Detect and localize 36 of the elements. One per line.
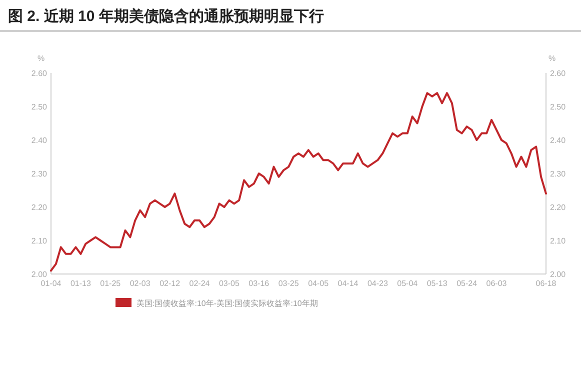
x-tick-label: 05-13 <box>426 279 448 288</box>
y-tick-label: 2.40 <box>31 136 48 145</box>
x-tick-label: 04-23 <box>367 279 388 288</box>
y-tick-label: 2.10 <box>31 236 48 246</box>
x-tick-label: 03-16 <box>248 279 270 288</box>
x-tick-label: 06-03 <box>486 279 508 288</box>
y-tick-label: 2.30 <box>31 170 48 178</box>
y-tick-label: 2.60 <box>31 69 48 78</box>
y2-tick-label: 2.30 <box>550 170 566 178</box>
x-tick-label: 01-13 <box>70 279 92 288</box>
x-tick-label: 02-24 <box>189 279 210 288</box>
x-tick-label: 02-03 <box>130 279 151 288</box>
y2-axis-title: % <box>548 54 556 63</box>
x-tick-label: 05-04 <box>397 279 418 288</box>
x-tick-label: 05-24 <box>456 279 478 288</box>
x-tick-label: 04-14 <box>338 279 359 288</box>
x-tick-label: 06-18 <box>536 279 557 288</box>
y-axis-title: % <box>37 54 45 63</box>
x-tick-label: 03-25 <box>278 279 300 288</box>
legend-label: 美国:国债收益率:10年-美国:国债实际收益率:10年期 <box>136 299 318 308</box>
x-tick-label: 01-04 <box>40 279 62 288</box>
y-tick-label: 2.20 <box>31 203 48 212</box>
y2-tick-label: 2.50 <box>550 102 566 112</box>
x-tick-label: 04-05 <box>308 279 330 288</box>
x-tick-label: 01-25 <box>100 279 122 288</box>
y-tick-label: 2.50 <box>31 102 48 112</box>
y2-tick-label: 2.00 <box>550 270 566 279</box>
chart-title: 图 2. 近期 10 年期美债隐含的通胀预期明显下行 <box>8 7 324 25</box>
y2-tick-label: 2.60 <box>550 69 566 78</box>
x-tick-label: 03-05 <box>218 279 240 288</box>
y2-tick-label: 2.40 <box>550 136 566 145</box>
line-series <box>50 92 547 272</box>
y2-tick-label: 2.10 <box>550 236 566 246</box>
y2-tick-label: 2.20 <box>550 203 566 212</box>
x-tick-label: 02-12 <box>160 279 181 288</box>
y-tick-label: 2.00 <box>31 270 48 279</box>
